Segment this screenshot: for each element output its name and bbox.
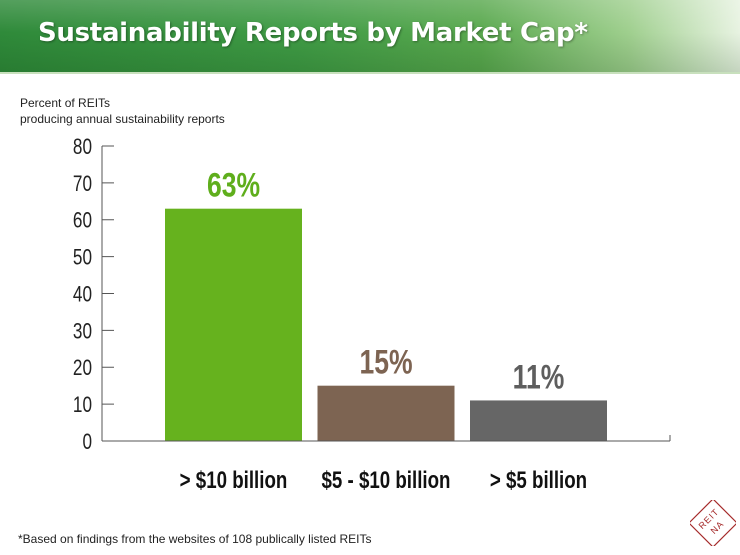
y-tick-label: 0 <box>82 430 92 455</box>
y-tick-label: 40 <box>73 283 92 308</box>
data-label: 11% <box>513 358 565 396</box>
logo-frame <box>690 500 736 546</box>
y-tick-label: 30 <box>73 319 92 344</box>
y-tick-label: 80 <box>73 135 92 160</box>
category-labels: > $10 billion $5 - $10 billion > $5 billio… <box>180 467 587 494</box>
bar <box>317 385 455 441</box>
y-tick-label: 60 <box>73 209 92 234</box>
bar <box>470 400 607 441</box>
footnote: *Based on findings from the websites of … <box>18 532 372 546</box>
category-label: > $10 billion <box>180 467 288 494</box>
x-axis <box>102 435 671 442</box>
category-label: $5 - $10 billion <box>322 467 451 494</box>
bar <box>165 208 302 441</box>
y-tick-label: 20 <box>73 356 92 381</box>
y-tick-label: 70 <box>73 172 92 197</box>
slide-title: Sustainability Reports by Market Cap* <box>38 18 588 48</box>
nareit-logo: REIT NA <box>690 500 736 546</box>
y-tick-label: 50 <box>73 246 92 271</box>
banner-shading <box>0 0 740 72</box>
y-tick-label: 10 <box>73 393 92 418</box>
data-label: 15% <box>359 344 412 382</box>
y-axis-label-line-2: producing annual sustainability reports <box>20 112 225 126</box>
title-banner: Sustainability Reports by Market Cap* <box>0 0 740 74</box>
y-axis-label: Percent of REITs producing annual sustai… <box>20 95 280 127</box>
y-axis-label-line-1: Percent of REITs <box>20 96 111 110</box>
category-label: > $5 billion <box>490 467 587 494</box>
data-labels: 63% 15% 11% <box>207 167 564 397</box>
bars <box>165 208 607 441</box>
y-axis: 0 10 20 30 40 50 60 70 80 <box>73 135 114 455</box>
data-label: 63% <box>207 167 260 205</box>
